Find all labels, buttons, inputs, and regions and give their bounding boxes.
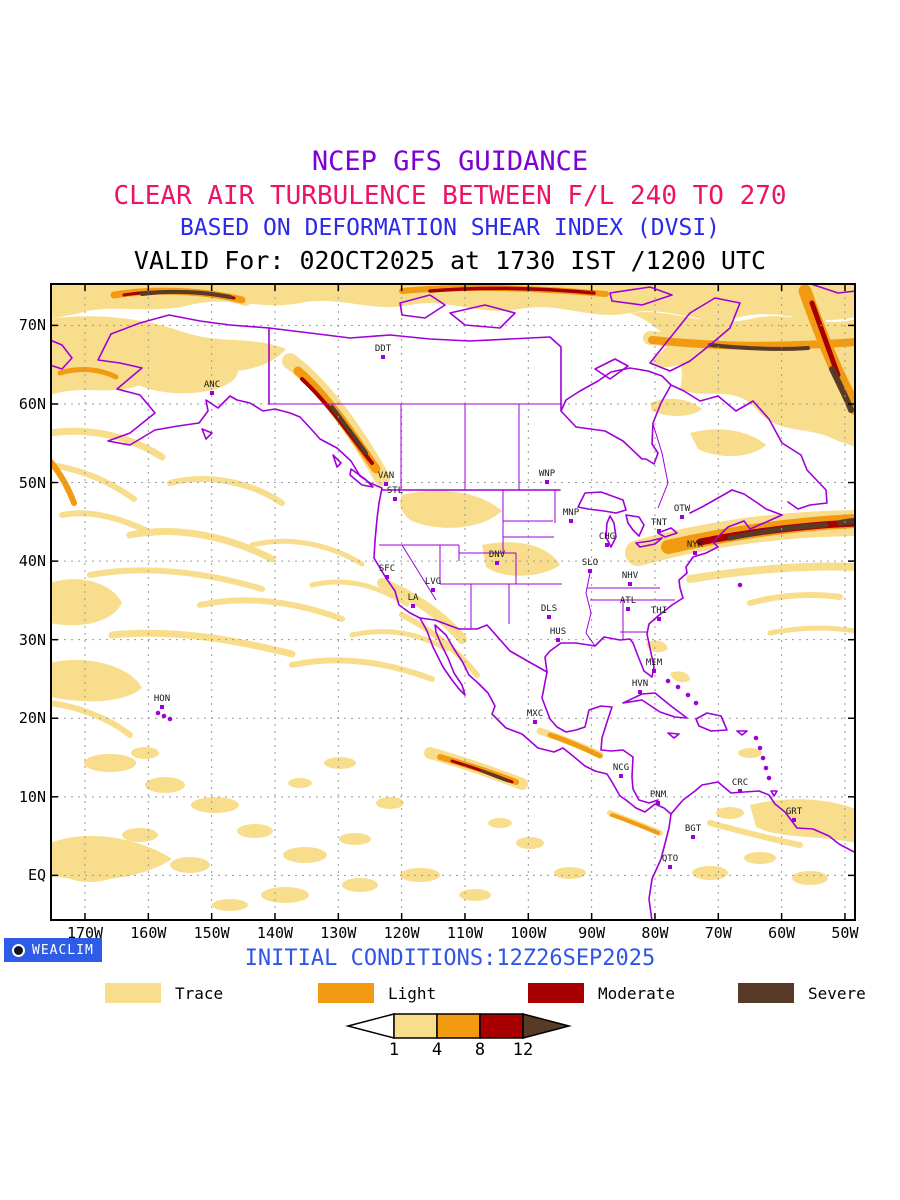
legend-item-light: Light [318,983,436,1003]
weaclim-logo-text: WEACLIM [32,942,94,958]
lat-axis-label: 30N [18,630,46,649]
scale-segment-moderate [479,1013,524,1039]
lat-axis-label: 70N [18,316,46,335]
title-product: CLEAR AIR TURBULENCE BETWEEN F/L 240 TO … [113,181,787,211]
lon-axis-label: 160W [130,924,167,942]
lon-axis-label: 130W [320,924,357,942]
legend-item-severe: Severe [738,983,866,1003]
lon-axis-label: 100W [510,924,547,942]
coastlines [49,282,857,922]
lon-axis-label: 170W [66,924,104,942]
scale-value: 8 [474,1040,486,1060]
legend-label: Trace [175,983,224,1003]
title-valid-time: VALID For: 02OCT2025 at 1730 IST /1200 U… [133,246,767,275]
lat-axis-label: 40N [18,552,46,571]
turbulence-severe-layer [140,289,859,783]
lat-axis-label: 20N [18,709,46,728]
lon-axis-label: 60W [768,924,796,942]
weaclim-globe-icon [12,943,25,957]
legend-swatch [318,983,374,1003]
lon-axis-label: 80W [641,924,669,942]
lat-axis-label: EQ [27,866,46,885]
lat-axis-label: 10N [18,787,46,806]
lon-axis-label: 140W [256,924,294,942]
map-frame [50,283,856,921]
lat-axis-label: 50N [18,473,46,492]
legend-item-trace: Trace [105,983,223,1003]
intensity-scale-bar [345,1013,572,1039]
state-borders [269,403,675,647]
legend-label: Light [388,983,437,1003]
scale-arrow-left [345,1013,395,1039]
legend-label: Moderate [598,983,676,1003]
map-area: ANC DDT VAN STL WNP MNP CHG SLO OTW TNT NYK DNV SFC L… [46,268,871,922]
scale-segment-trace [393,1013,438,1039]
title-model: NCEP GFS GUIDANCE [311,146,589,177]
legend-item-moderate: Moderate [528,983,675,1003]
title-index: BASED ON DEFORMATION SHEAR INDEX (DVSI) [179,215,721,241]
lon-axis-label: 150W [193,924,230,942]
lon-axis-label: 120W [383,924,420,942]
lon-axis-label: 110W [446,924,484,942]
scale-value: 4 [431,1040,443,1060]
lat-axis-label: 60N [18,394,46,413]
scale-segment-light [436,1013,481,1039]
scale-value: 1 [388,1040,400,1060]
legend-swatch [738,983,794,1003]
legend-swatch [105,983,161,1003]
lon-axis-label: 50W [831,924,859,942]
lon-axis-label: 90W [578,924,606,942]
weaclim-logo: WEACLIM [4,938,102,962]
initial-conditions-text: INITIAL CONDITIONS:12Z26SEP2025 [244,946,656,971]
gridlines [50,283,856,921]
legend-swatch [528,983,584,1003]
scale-arrow-right [522,1013,572,1039]
map-canvas [46,268,871,922]
scale-value: 12 [512,1040,534,1060]
lon-axis-label: 70W [704,924,732,942]
legend-label: Severe [808,983,866,1003]
